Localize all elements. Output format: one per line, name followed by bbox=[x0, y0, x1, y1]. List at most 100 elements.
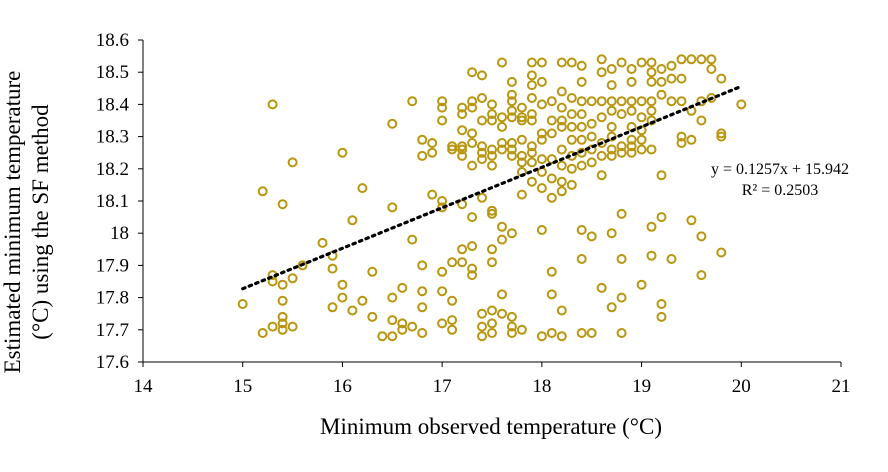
y-tick-label: 18.1 bbox=[96, 191, 129, 212]
data-point bbox=[656, 64, 667, 74]
data-point bbox=[706, 54, 717, 65]
data-point bbox=[337, 279, 348, 290]
data-point bbox=[556, 176, 567, 187]
data-point bbox=[367, 311, 378, 322]
data-point bbox=[606, 64, 617, 74]
data-point bbox=[267, 99, 278, 110]
data-point bbox=[676, 96, 687, 107]
data-point bbox=[397, 324, 408, 335]
data-point bbox=[676, 73, 687, 84]
data-point bbox=[487, 205, 497, 216]
data-point bbox=[736, 99, 747, 110]
data-point bbox=[477, 154, 487, 165]
data-point bbox=[666, 73, 677, 84]
data-point bbox=[686, 215, 697, 226]
data-point bbox=[536, 99, 547, 110]
data-point bbox=[447, 144, 458, 155]
data-point bbox=[556, 144, 567, 155]
data-point bbox=[636, 134, 647, 145]
data-point bbox=[556, 331, 567, 342]
data-point bbox=[267, 321, 278, 332]
data-point bbox=[646, 144, 657, 155]
data-point bbox=[367, 266, 378, 277]
data-point bbox=[506, 321, 517, 332]
data-point bbox=[546, 128, 557, 139]
data-point bbox=[447, 295, 458, 306]
data-point bbox=[556, 305, 567, 316]
data-point bbox=[387, 315, 398, 326]
data-point bbox=[646, 96, 657, 107]
data-point bbox=[696, 270, 707, 281]
data-point bbox=[666, 96, 677, 107]
y-tick-label: 18.5 bbox=[96, 62, 129, 83]
data-point bbox=[477, 93, 487, 103]
data-point bbox=[676, 131, 687, 142]
data-point bbox=[656, 212, 667, 223]
data-point bbox=[467, 160, 478, 171]
data-point bbox=[536, 183, 547, 194]
trendline-equation: y = 0.1257x + 15.942 bbox=[711, 161, 849, 178]
y-tick-label: 18.4 bbox=[96, 94, 130, 115]
data-point bbox=[576, 109, 587, 120]
data-point bbox=[407, 234, 418, 245]
x-tick-label: 14 bbox=[134, 376, 154, 397]
data-point bbox=[606, 96, 617, 107]
data-point bbox=[327, 302, 338, 313]
data-point bbox=[506, 112, 517, 123]
data-point bbox=[357, 183, 368, 194]
data-point bbox=[606, 121, 617, 132]
data-point bbox=[656, 299, 667, 309]
data-point bbox=[487, 257, 497, 268]
data-point bbox=[287, 157, 298, 168]
data-point bbox=[716, 247, 727, 258]
data-point bbox=[467, 138, 478, 148]
data-point bbox=[586, 328, 597, 338]
data-point bbox=[516, 189, 527, 200]
data-point bbox=[337, 147, 348, 158]
data-point bbox=[277, 311, 288, 322]
data-point bbox=[696, 54, 707, 65]
x-tick-label: 19 bbox=[632, 376, 651, 397]
data-point bbox=[716, 131, 727, 142]
y-tick-label: 17.7 bbox=[96, 320, 129, 341]
data-point bbox=[397, 282, 408, 293]
data-point bbox=[656, 89, 667, 100]
data-point bbox=[646, 57, 657, 68]
y-tick-label: 18.3 bbox=[96, 127, 129, 148]
data-point bbox=[616, 208, 627, 219]
data-point bbox=[666, 60, 677, 71]
data-point bbox=[417, 134, 428, 145]
data-point bbox=[606, 105, 617, 116]
data-point bbox=[397, 318, 408, 329]
data-point bbox=[487, 305, 497, 316]
data-point bbox=[487, 318, 497, 329]
data-point bbox=[477, 147, 487, 158]
data-point bbox=[526, 70, 537, 81]
data-point bbox=[407, 96, 418, 107]
data-point bbox=[526, 157, 537, 168]
data-point bbox=[576, 147, 587, 158]
data-point bbox=[606, 302, 617, 313]
data-point bbox=[506, 144, 517, 155]
data-point bbox=[546, 154, 557, 165]
data-point bbox=[606, 228, 617, 239]
data-point bbox=[457, 150, 468, 161]
data-point bbox=[506, 89, 517, 100]
data-point bbox=[576, 96, 587, 107]
data-point bbox=[576, 60, 587, 71]
data-point bbox=[277, 318, 288, 329]
data-point bbox=[357, 295, 368, 306]
data-point bbox=[387, 292, 398, 303]
data-point bbox=[586, 118, 597, 129]
data-point bbox=[666, 254, 677, 264]
data-point bbox=[337, 292, 348, 303]
data-point bbox=[506, 96, 517, 107]
data-point bbox=[516, 150, 527, 161]
y-tick-label: 18.2 bbox=[96, 159, 129, 180]
data-point bbox=[457, 144, 468, 155]
data-point bbox=[487, 144, 497, 155]
data-point bbox=[586, 231, 597, 242]
data-point bbox=[646, 221, 657, 232]
data-point bbox=[646, 105, 657, 116]
data-point bbox=[606, 144, 617, 155]
